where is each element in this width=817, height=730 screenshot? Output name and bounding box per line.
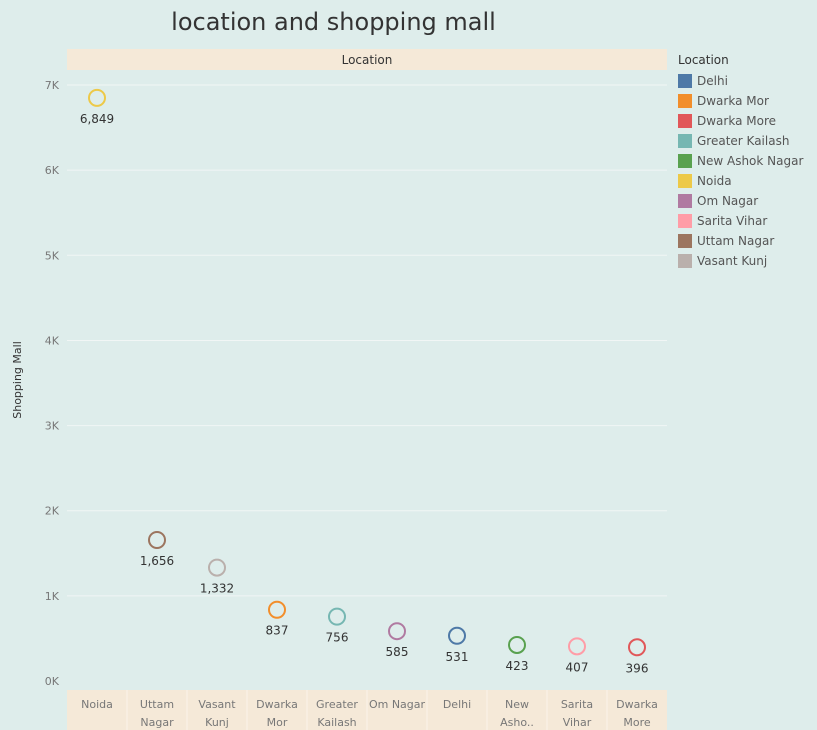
data-point <box>568 637 586 656</box>
legend-item[interactable]: Om Nagar <box>678 191 816 211</box>
x-tick-label: More <box>623 716 651 729</box>
data-point <box>508 635 526 654</box>
scatter-chart: Location Shopping Mall 0K1K2K3K4K5K6K7K … <box>11 49 667 730</box>
legend-item-label: Delhi <box>697 74 728 88</box>
data-point <box>328 607 346 626</box>
x-tick-label: Noida <box>81 698 113 711</box>
legend-swatch <box>678 154 692 168</box>
y-tick-label: 5K <box>45 249 60 262</box>
legend-item-label: Dwarka Mor <box>697 94 769 108</box>
data-labels: 6,849 1,656 1,332 837 756 585 531 423 407 396 <box>80 112 649 675</box>
y-tick-label: 0K <box>45 675 60 688</box>
x-tick-label: Kunj <box>205 716 229 729</box>
data-label: 407 <box>566 660 589 674</box>
data-label: 531 <box>446 650 469 664</box>
x-tick-label: Vasant <box>198 698 236 711</box>
x-tick-label: Kailash <box>317 716 356 729</box>
chart-title: location and shopping mall <box>171 8 496 36</box>
data-point <box>448 626 466 645</box>
data-label: 423 <box>506 659 529 673</box>
legend-item-label: Om Nagar <box>697 194 759 208</box>
header-label: Location <box>342 53 393 67</box>
plot-area <box>67 72 667 690</box>
x-tick-label: Nagar <box>140 716 174 729</box>
legend-item[interactable]: Uttam Nagar <box>678 231 816 251</box>
legend-swatch <box>678 114 692 128</box>
y-axis: 0K 1K 2K 3K 4K 5K 6K 7K <box>45 79 60 688</box>
data-point <box>268 600 286 619</box>
data-points <box>88 88 646 657</box>
legend-swatch <box>678 94 692 108</box>
x-tick-label: Mor <box>267 716 288 729</box>
legend: Location Delhi Dwarka Mor Dwarka More Great… <box>678 53 816 271</box>
legend-item[interactable]: Vasant Kunj <box>678 251 816 271</box>
data-label: 396 <box>626 661 649 675</box>
legend-swatch <box>678 194 692 208</box>
data-point <box>208 558 226 577</box>
legend-title: Location <box>678 53 729 67</box>
data-point <box>88 88 106 107</box>
data-label: 1,656 <box>140 554 174 568</box>
data-label: 756 <box>326 631 349 645</box>
x-tick-label: Delhi <box>443 698 471 711</box>
legend-item-label: Sarita Vihar <box>697 214 768 228</box>
legend-item[interactable]: Greater Kailash <box>678 131 816 151</box>
data-label: 837 <box>266 624 289 638</box>
y-tick-label: 2K <box>45 505 60 518</box>
legend-swatch <box>678 214 692 228</box>
legend-swatch <box>678 74 692 88</box>
legend-swatch <box>678 134 692 148</box>
legend-item[interactable]: New Ashok Nagar <box>678 151 816 171</box>
legend-item-label: Dwarka More <box>697 114 776 128</box>
legend-item-label: Vasant Kunj <box>697 254 768 268</box>
gridlines <box>67 84 667 597</box>
x-tick-label: Sarita <box>561 698 593 711</box>
y-tick-label: 6K <box>45 164 60 177</box>
legend-item[interactable]: Sarita Vihar <box>678 211 816 231</box>
data-label: 585 <box>386 645 409 659</box>
legend-item-label: Greater Kailash <box>697 134 790 148</box>
legend-swatch <box>678 174 692 188</box>
legend-items: Delhi Dwarka Mor Dwarka More Greater Kailas… <box>678 71 816 271</box>
legend-item-label: New Ashok Nagar <box>697 154 804 168</box>
data-point <box>388 622 406 641</box>
x-tick-label: Om Nagar <box>369 698 426 711</box>
x-tick-label: Asho.. <box>500 716 534 729</box>
x-tick-label: Uttam <box>140 698 174 711</box>
y-tick-label: 1K <box>45 590 60 603</box>
data-label: 6,849 <box>80 112 114 126</box>
x-tick-label: New <box>505 698 529 711</box>
legend-item[interactable]: Dwarka Mor <box>678 91 816 111</box>
legend-item[interactable]: Dwarka More <box>678 111 816 131</box>
legend-item[interactable]: Noida <box>678 171 816 191</box>
legend-swatch <box>678 254 692 268</box>
data-label: 1,332 <box>200 582 234 596</box>
x-tick-label: Dwarka <box>256 698 298 711</box>
data-point <box>148 531 166 550</box>
x-axis: Noida Uttam Nagar Vasant Kunj Dwarka Mor Greate… <box>81 690 658 730</box>
legend-swatch <box>678 234 692 248</box>
y-tick-label: 4K <box>45 334 60 347</box>
legend-item-label: Uttam Nagar <box>697 234 775 248</box>
legend-item-label: Noida <box>697 174 732 188</box>
header-band <box>67 49 667 70</box>
y-axis-title: Shopping Mall <box>11 341 24 419</box>
x-tick-label: Greater <box>316 698 358 711</box>
legend-item[interactable]: Delhi <box>678 71 816 91</box>
x-tick-label: Vihar <box>563 716 592 729</box>
data-point <box>628 638 646 657</box>
x-tick-label: Dwarka <box>616 698 658 711</box>
y-tick-label: 3K <box>45 420 60 433</box>
y-tick-label: 7K <box>45 79 60 92</box>
